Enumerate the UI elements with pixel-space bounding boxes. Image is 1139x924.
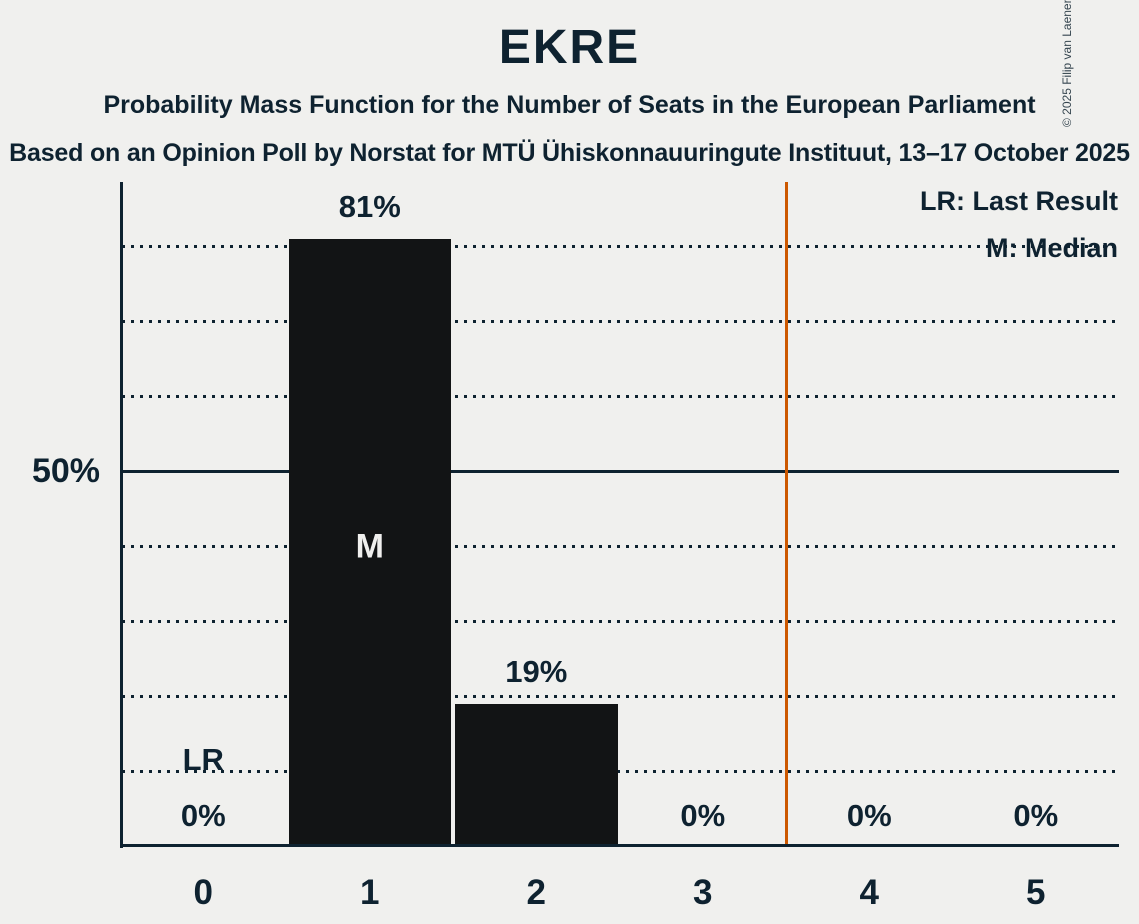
x-tick-label-2: 2 — [526, 873, 546, 912]
chart-title: EKRE — [498, 21, 641, 74]
chart-source-line: Based on an Opinion Poll by Norstat for … — [9, 139, 1130, 167]
gridline-50pct-solid — [122, 469, 1119, 473]
x-axis — [120, 844, 1119, 847]
x-tick-label-3: 3 — [693, 873, 713, 912]
y-axis-label-50pct: 50% — [31, 452, 100, 490]
x-tick-label-0: 0 — [193, 873, 213, 912]
gridline-70pct — [122, 319, 1119, 323]
legend-last-result: LR: Last Result — [919, 186, 1118, 216]
gridline-80pct — [122, 244, 1119, 248]
value-label-seat-1: 81% — [338, 188, 401, 224]
value-label-seat-3: 0% — [680, 798, 726, 833]
copyright-credit: © 2025 Filip van Laenen — [1060, 0, 1074, 127]
legend-median: M: Median — [986, 233, 1118, 263]
threshold-line — [784, 182, 788, 846]
x-tick-label-5: 5 — [1026, 873, 1046, 912]
value-label-seat-4: 0% — [846, 798, 892, 833]
gridline-30pct — [122, 619, 1119, 623]
value-label-seat-0: 0% — [180, 798, 226, 833]
last-result-marker: LR — [182, 742, 224, 777]
value-label-seat-2: 19% — [505, 653, 568, 689]
median-marker: M — [355, 527, 384, 566]
value-label-seat-5: 0% — [1013, 798, 1059, 833]
gridline-10pct — [122, 769, 1119, 773]
gridline-60pct — [122, 394, 1119, 398]
gridline-40pct — [122, 544, 1119, 548]
x-tick-label-1: 1 — [360, 873, 380, 912]
chart-subtitle: Probability Mass Function for the Number… — [103, 91, 1036, 119]
y-axis — [120, 182, 123, 848]
gridline-20pct — [122, 694, 1119, 698]
bar-seat-1 — [288, 238, 451, 846]
bar-seat-2 — [455, 703, 618, 846]
x-tick-label-4: 4 — [859, 873, 879, 912]
